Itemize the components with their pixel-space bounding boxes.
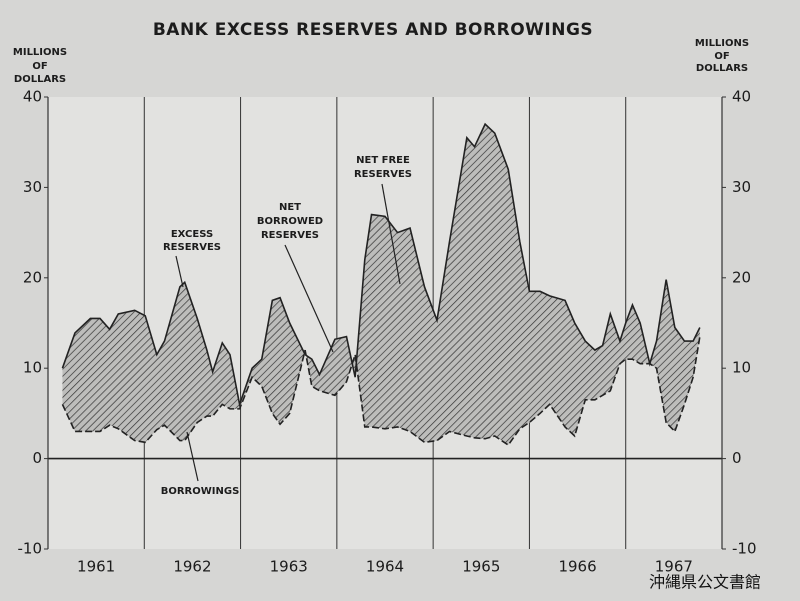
annotation: EXCESS RESERVES — [163, 229, 221, 288]
y2-tick-label: 20 — [732, 268, 751, 286]
chart-title: BANK EXCESS RESERVES AND BORROWINGS — [153, 20, 593, 40]
x-tick-label: 1962 — [173, 558, 211, 576]
y-tick-label: -10 — [18, 540, 43, 558]
y2-label-line: MILLIONS — [695, 38, 749, 49]
annotation: NET BORROWED RESERVES — [257, 202, 334, 353]
y2-tick-label: 40 — [732, 88, 751, 106]
y-tick-label: 20 — [23, 268, 42, 286]
annotation-line: NET — [279, 202, 301, 213]
y2-tick-label: 0 — [732, 449, 742, 467]
annotation-line: EXCESS — [171, 229, 213, 240]
y-tick-label: 10 — [23, 359, 42, 377]
annotation-arrow — [175, 255, 184, 288]
y-axis-label: MILLIONS OF DOLLARS — [13, 47, 67, 85]
annotation-line: RESERVES — [163, 242, 221, 253]
y2-label-line: DOLLARS — [696, 63, 748, 74]
y-tick-label: 40 — [23, 88, 42, 106]
y2-label-line: OF — [714, 51, 729, 62]
y-tick-label: 0 — [32, 449, 42, 467]
x-tick-label: 1967 — [655, 558, 693, 576]
x-tick-label: 1965 — [462, 558, 500, 576]
watermark: 沖縄県公文書館 — [649, 573, 761, 592]
y2-tick-label: -10 — [732, 540, 757, 558]
y2-axis-label: MILLIONS OF DOLLARS — [695, 38, 749, 74]
annotation-line: BORROWINGS — [161, 486, 240, 497]
annotation-line: RESERVES — [261, 230, 319, 241]
annotation-arrow — [284, 244, 334, 353]
y-tick-label: 30 — [23, 178, 42, 196]
annotation-line: RESERVES — [354, 169, 412, 180]
x-tick-label: 1966 — [558, 558, 596, 576]
net-reserves-fill — [62, 124, 700, 446]
annotation: BORROWINGS — [161, 431, 240, 497]
annotation-line: NET FREE — [356, 155, 410, 166]
annotation: NET FREE RESERVES — [354, 155, 412, 285]
x-tick-label: 1961 — [77, 558, 115, 576]
annotation-arrow — [186, 431, 199, 482]
annotation-arrow — [381, 183, 401, 285]
series-line — [61, 122, 701, 408]
series-line — [61, 336, 701, 447]
y-label-line: OF — [32, 61, 47, 72]
annotation-line: BORROWED — [257, 216, 323, 227]
y-label-line: MILLIONS — [13, 47, 67, 58]
y-label-line: DOLLARS — [14, 74, 66, 85]
x-tick-label: 1963 — [270, 558, 308, 576]
y2-tick-label: 30 — [732, 178, 751, 196]
y2-tick-label: 10 — [732, 359, 751, 377]
x-tick-label: 1964 — [366, 558, 404, 576]
